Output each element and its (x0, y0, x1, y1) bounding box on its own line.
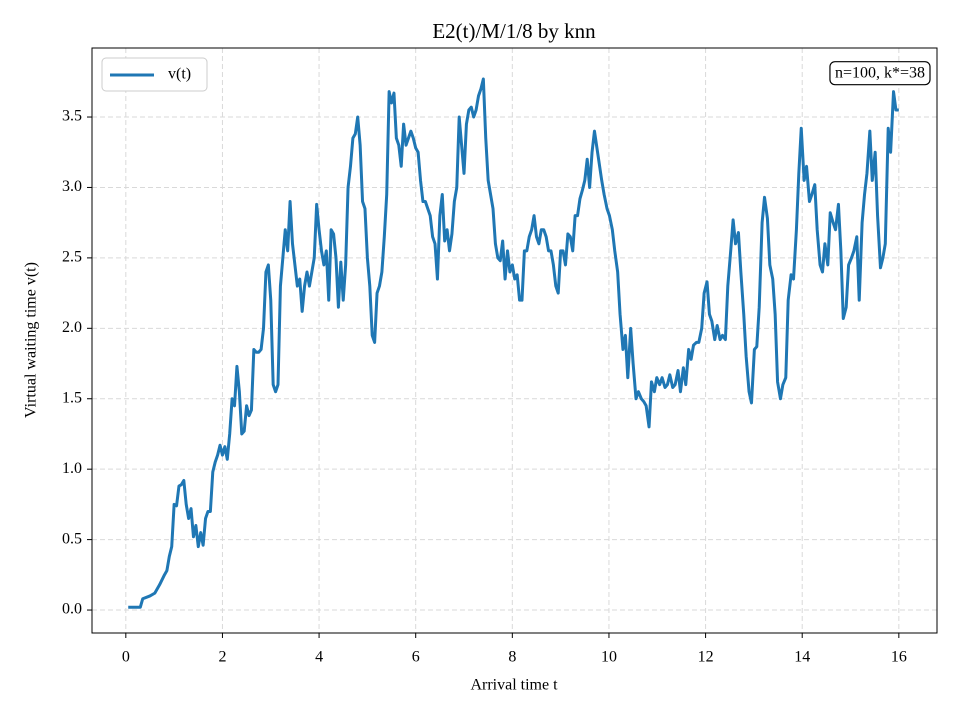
chart-title: E2(t)/M/1/8 by knn (432, 19, 596, 43)
x-tick-label: 0 (122, 649, 130, 666)
x-tick-label: 14 (794, 649, 810, 666)
x-tick-label: 4 (315, 649, 323, 666)
y-tick-label: 0.0 (62, 601, 82, 618)
y-tick-label: 2.5 (62, 249, 82, 266)
legend-box (101, 57, 208, 92)
x-tick-label: 10 (601, 649, 617, 666)
legend-label: v(t) (168, 66, 191, 83)
x-tick-label: 2 (218, 649, 226, 666)
x-tick-label: 12 (698, 649, 714, 666)
y-tick-label: 3.0 (62, 178, 82, 195)
x-tick-label: 16 (891, 649, 907, 666)
y-tick-label: 0.5 (62, 530, 82, 547)
y-tick-label: 1.0 (62, 460, 82, 477)
x-tick-label: 8 (508, 649, 516, 666)
y-tick-label: 3.5 (62, 108, 82, 125)
plot-frame (91, 47, 938, 634)
annotation-box (829, 61, 931, 86)
x-tick-label: 6 (412, 649, 420, 666)
x-axis-label: Arrival time t (470, 677, 558, 694)
y-axis-label: Virtual waiting time v(t) (23, 262, 40, 418)
y-tick-label: 2.0 (62, 319, 82, 336)
y-tick-label: 1.5 (62, 389, 82, 406)
data-line (128, 77, 899, 609)
annotation: n=100, k*=38 (835, 65, 925, 82)
